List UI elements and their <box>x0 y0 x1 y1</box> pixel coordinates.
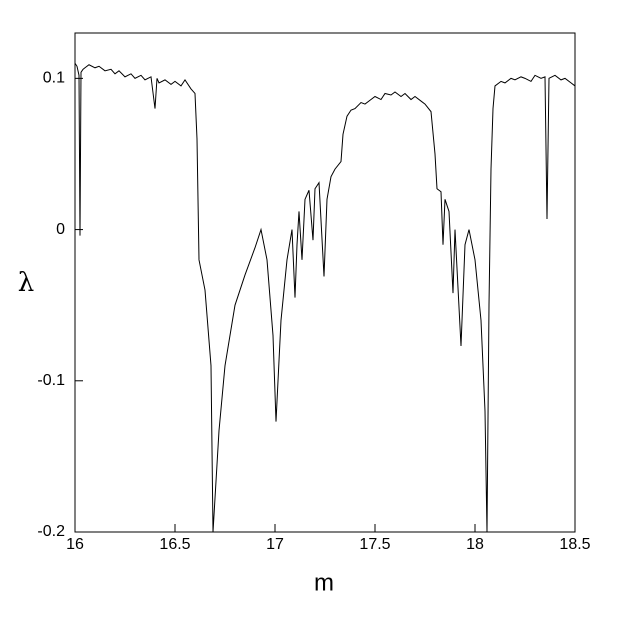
x-tick-label: 17 <box>266 536 284 553</box>
x-tick-label: 16 <box>66 536 84 553</box>
x-tick-label: 16.5 <box>159 536 190 553</box>
x-tick-label: 18.5 <box>559 536 590 553</box>
x-tick-label: 17.5 <box>359 536 390 553</box>
y-axis-label: λ <box>18 268 34 298</box>
y-tick-label: 0 <box>56 221 65 238</box>
y-tick-label: -0.2 <box>37 523 65 540</box>
x-axis-label: m <box>314 569 334 596</box>
data-line <box>75 62 575 532</box>
y-tick-label: 0.1 <box>43 70 65 87</box>
y-tick-label: -0.1 <box>37 372 65 389</box>
plot-frame <box>74 32 576 533</box>
x-tick-label: 18 <box>466 536 484 553</box>
